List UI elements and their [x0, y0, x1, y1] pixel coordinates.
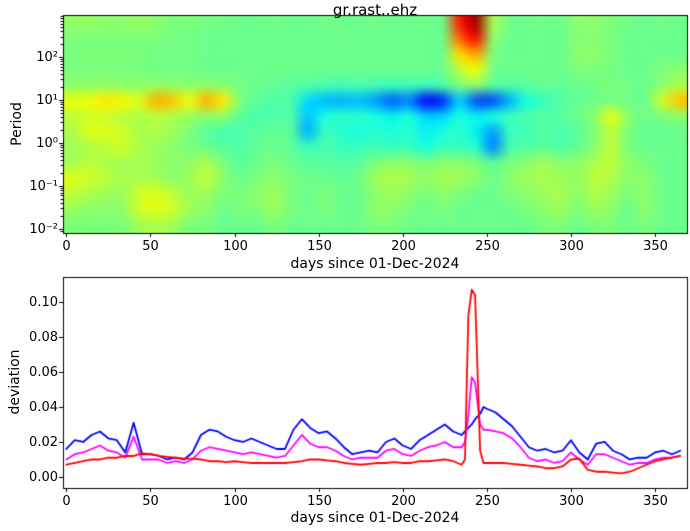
- top-chart-xlabel: days since 01-Dec-2024: [290, 256, 460, 272]
- y-tick-label: 0.10: [29, 294, 58, 310]
- x-tick-label: 0: [62, 494, 71, 509]
- y-tick-label: 10⁻¹: [29, 178, 58, 194]
- x-tick-label: 100: [223, 239, 248, 254]
- x-tick-label: 300: [559, 239, 584, 254]
- x-tick-label: 0: [62, 239, 71, 254]
- y-tick-label: 0.00: [29, 469, 58, 485]
- y-tick-label: 10⁰: [36, 135, 58, 151]
- x-tick-label: 300: [559, 494, 584, 509]
- x-tick-label: 200: [391, 239, 416, 254]
- x-tick-label: 350: [643, 494, 668, 509]
- y-tick-label: 10¹: [36, 92, 58, 108]
- y-tick-label: 10²: [36, 49, 58, 65]
- x-tick-label: 250: [475, 494, 500, 509]
- x-tick-label: 50: [142, 494, 159, 509]
- y-tick-label: 0.08: [29, 329, 58, 345]
- top-chart-title: gr.rast..ehz: [332, 1, 418, 19]
- y-tick-label: 10⁻²: [29, 221, 58, 237]
- x-tick-label: 100: [223, 494, 248, 509]
- x-tick-label: 150: [307, 494, 332, 509]
- y-tick-label: 0.06: [29, 364, 58, 380]
- y-tick-label: 0.04: [29, 399, 58, 415]
- x-tick-label: 200: [391, 494, 416, 509]
- x-tick-label: 250: [475, 239, 500, 254]
- bottom-chart-xlabel: days since 01-Dec-2024: [290, 510, 460, 526]
- x-tick-label: 150: [307, 239, 332, 254]
- x-tick-label: 350: [643, 239, 668, 254]
- y-tick-label: 0.02: [29, 434, 58, 450]
- x-tick-label: 50: [142, 239, 159, 254]
